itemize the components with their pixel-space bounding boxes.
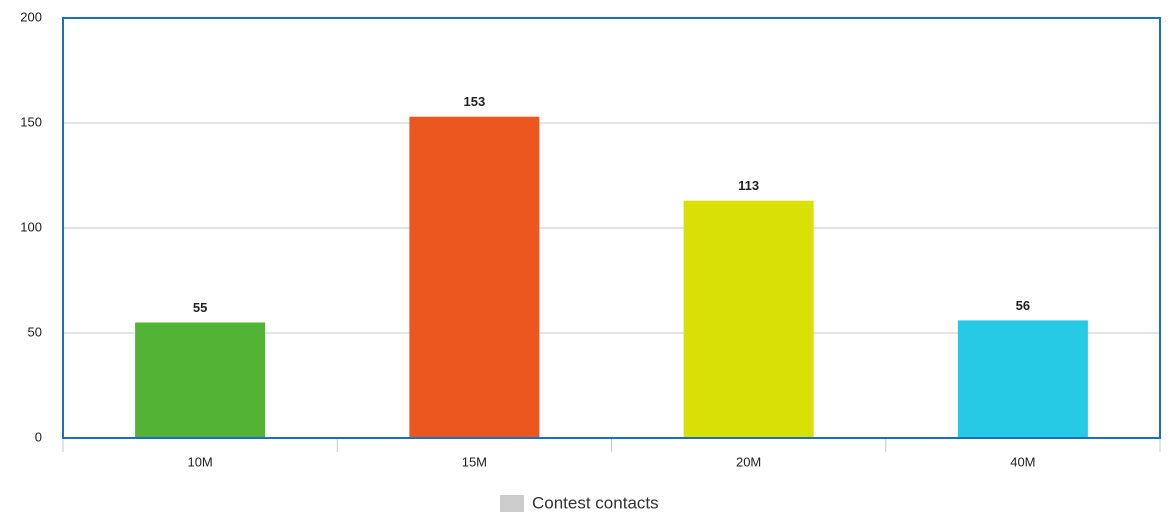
x-tick-label: 15M bbox=[462, 454, 487, 469]
x-tick-label: 10M bbox=[187, 454, 212, 469]
y-tick-label: 150 bbox=[20, 114, 42, 129]
plot-border bbox=[62, 17, 1161, 439]
bar bbox=[409, 116, 540, 438]
bar bbox=[957, 320, 1088, 438]
y-tick-label: 100 bbox=[20, 219, 42, 234]
legend-swatch bbox=[500, 495, 524, 512]
value-label: 56 bbox=[1016, 298, 1030, 313]
bar bbox=[683, 200, 814, 438]
value-label: 113 bbox=[738, 178, 759, 193]
x-tick-label: 40M bbox=[1010, 454, 1035, 469]
legend-label: Contest contacts bbox=[532, 493, 659, 512]
x-tick-label: 20M bbox=[736, 454, 761, 469]
bar bbox=[135, 322, 266, 438]
value-label: 55 bbox=[193, 300, 207, 315]
y-tick-label: 50 bbox=[28, 324, 42, 339]
y-tick-label: 0 bbox=[35, 429, 42, 444]
value-label: 153 bbox=[464, 94, 486, 109]
y-tick-label: 200 bbox=[20, 9, 42, 24]
